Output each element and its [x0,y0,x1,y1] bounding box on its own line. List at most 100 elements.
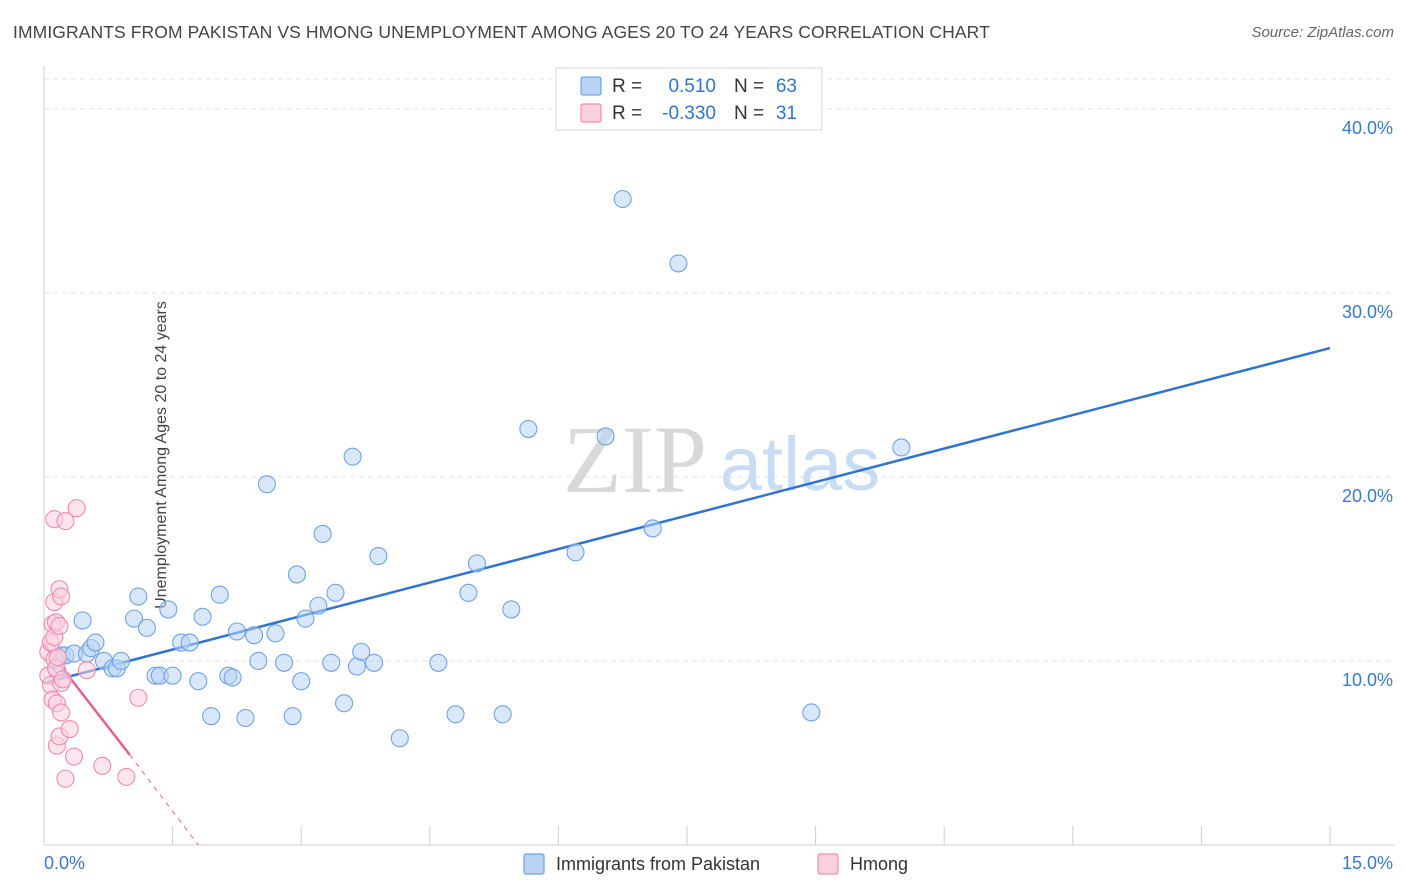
stats-swatch-pakistan [580,76,602,96]
hmong-point [52,587,71,606]
pakistan-point [643,519,662,538]
hmong-point [53,670,72,689]
pakistan-point [180,633,199,652]
axes [43,66,1394,846]
hmong-point [56,769,75,788]
pakistan-point [112,651,131,671]
x-tick-labels: 0.0% 15.0% [44,853,1393,873]
pakistan-point [326,583,345,602]
pakistan-point [189,672,208,691]
pakistan-point [669,254,688,273]
pakistan-point [365,653,384,672]
stats-r-label-pakistan: R = [612,76,642,97]
pakistan-point [493,705,512,724]
hmong-point [64,747,84,766]
pakistan-point [210,585,229,604]
pakistan-point [613,189,632,209]
pakistan-point [249,651,268,671]
pakistan-point [343,447,362,466]
pakistan-point [227,622,246,641]
pakistan-point [502,600,521,619]
hmong-point [129,688,148,707]
pakistan-point [467,554,487,573]
watermark: ZIP atlas [563,406,880,513]
hmong-point [93,756,112,775]
hmong-point [77,661,96,680]
series-pakistan-points [47,189,911,748]
pakistan-point [390,729,409,748]
y-tick-label: 30.0% [1342,302,1393,322]
chart-title: IMMIGRANTS FROM PAKISTAN VS HMONG UNEMPL… [13,22,990,42]
pakistan-point [335,694,354,713]
source-label: Source: ZipAtlas.com [1251,24,1394,41]
pakistan-point [129,587,148,606]
stats-r-value-hmong: -0.330 [662,103,716,124]
pakistan-point [296,609,315,628]
pakistan-point [244,626,264,645]
pakistan-point [313,524,332,544]
data-points [39,189,911,788]
pakistan-point [459,583,478,602]
stats-r-value-pakistan: 0.510 [668,76,716,97]
pakistan-point [446,705,465,724]
gridlines [44,78,1394,662]
pakistan-point [193,607,212,626]
pakistan-point [292,672,311,691]
stats-n-value-pakistan: 63 [776,76,797,97]
hmong-point [60,719,79,739]
pakistan-point [287,565,306,584]
hmong-point [67,499,86,518]
pakistan-point [283,707,302,726]
legend-swatch-pakistan [523,853,545,875]
pakistan-point [223,668,242,687]
stats-n-label-pakistan: N = [734,76,764,97]
pakistan-point [596,427,615,446]
y-tick-label: 10.0% [1342,670,1393,690]
pakistan-point [519,420,538,439]
pakistan-point [369,546,388,566]
pakistan-point [202,707,221,726]
pakistan-point [86,633,105,652]
hmong-point [117,767,136,786]
stats-n-value-hmong: 31 [776,103,797,124]
stats-legend: R = 0.510 N = 63 R = -0.330 N = 31 [555,67,823,131]
y-tick-label: 40.0% [1342,118,1393,138]
pakistan-point [309,596,328,615]
hmong-point [56,512,75,531]
pakistan-point [73,611,92,630]
pakistan-point [266,624,285,643]
hmong-trend-extension [129,754,199,846]
pakistan-point [257,475,276,494]
pakistan-point [163,666,182,685]
pakistan-point [352,642,371,661]
hmong-point [52,703,71,722]
x-tick-label-end: 15.0% [1342,853,1393,873]
legend-swatch-hmong [817,853,839,875]
pakistan-point [236,708,255,728]
watermark-atlas: atlas [720,422,881,507]
y-tick-labels: 10.0% 20.0% 30.0% 40.0% [1342,118,1393,690]
stats-r-label-hmong: R = [612,103,642,124]
pakistan-trend-line [43,346,1331,685]
pakistan-point [137,618,156,637]
x-tick-label-start: 0.0% [44,853,85,873]
pakistan-point [566,543,585,562]
pakistan-point [892,438,911,457]
legend-label-hmong: Hmong [850,854,908,874]
hmong-point [48,648,67,667]
watermark-zip: ZIP [563,406,707,513]
pakistan-point [275,653,294,672]
bottom-legend: Immigrants from Pakistan Hmong [523,853,908,875]
stats-n-label-hmong: N = [734,103,764,124]
pakistan-point [429,653,448,672]
pakistan-point [322,653,341,672]
pakistan-point [124,609,144,628]
pakistan-point [159,600,178,619]
legend-label-pakistan: Immigrants from Pakistan [556,854,760,874]
stats-swatch-hmong [580,103,602,123]
series-hmong-points [39,499,148,788]
pakistan-point [802,703,821,722]
hmong-point [50,616,69,636]
y-tick-label: 20.0% [1342,486,1393,506]
